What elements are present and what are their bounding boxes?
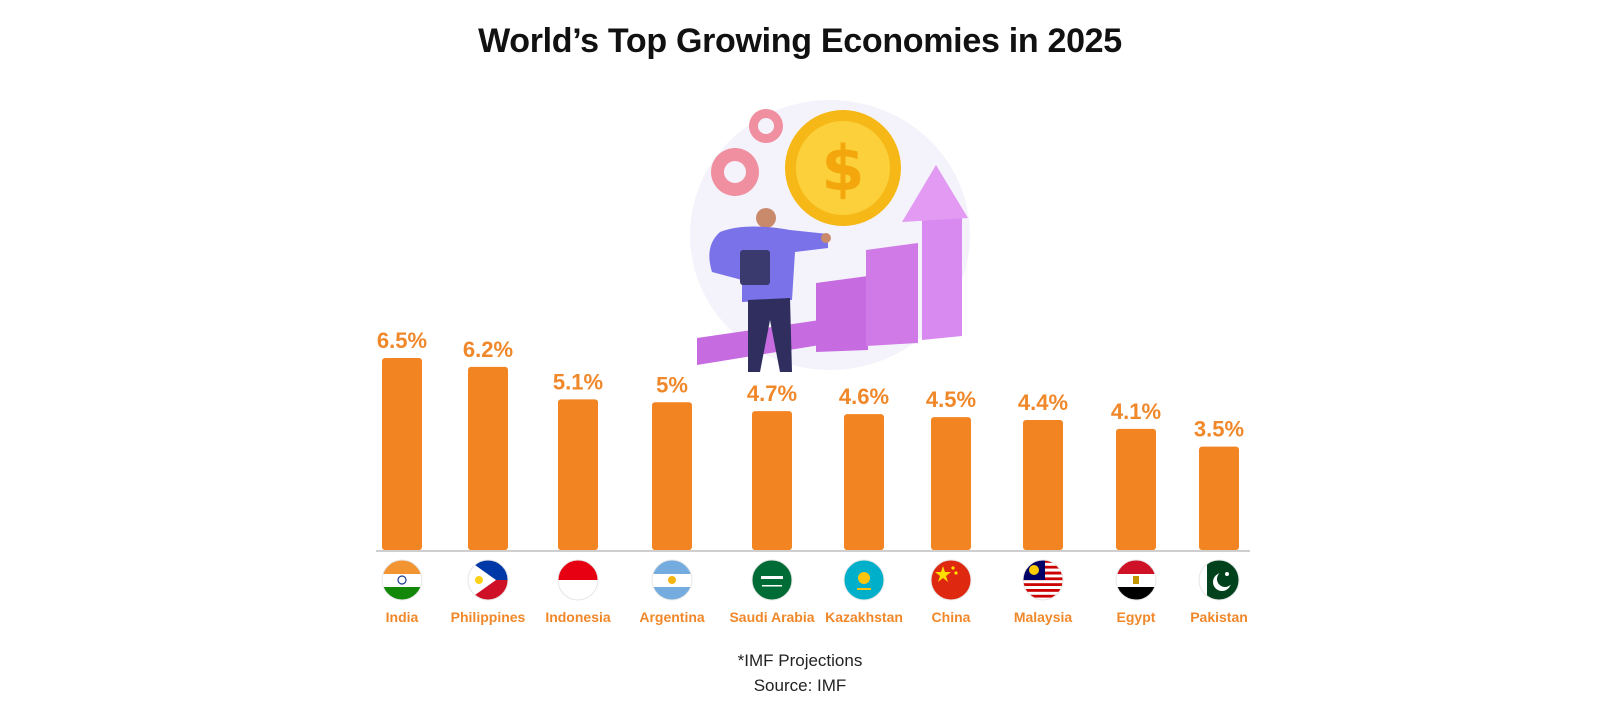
value-label-kazakhstan: 4.6% bbox=[839, 384, 889, 409]
bar-kazakhstan bbox=[844, 414, 884, 550]
bar-pakistan bbox=[1199, 446, 1239, 550]
value-label-malaysia: 4.4% bbox=[1018, 390, 1068, 415]
egypt-flag-icon bbox=[1115, 559, 1157, 601]
value-label-egypt: 4.1% bbox=[1111, 399, 1161, 424]
value-label-saudi-arabia: 4.7% bbox=[747, 381, 797, 406]
category-label-egypt: Egypt bbox=[1117, 609, 1156, 625]
dollar-coin-icon: $ bbox=[785, 110, 901, 226]
category-label-malaysia: Malaysia bbox=[1014, 609, 1073, 625]
kazakhstan-flag-icon bbox=[843, 559, 885, 601]
footnote-block: *IMF Projections Source: IMF bbox=[0, 648, 1600, 698]
category-label-china: China bbox=[932, 609, 971, 625]
category-labels-layer: India Philippines Indonesia Argentina Saudi … bbox=[386, 609, 1248, 625]
value-labels-layer: 6.5% 6.2% 5.1% 5% 4.7% 4.6% 4.5% 4.4% 4.1% 3.5% bbox=[377, 328, 1244, 442]
category-label-argentina: Argentina bbox=[639, 609, 705, 625]
flags-layer bbox=[381, 559, 1240, 601]
category-label-pakistan: Pakistan bbox=[1190, 609, 1248, 625]
indonesia-flag-icon bbox=[557, 559, 599, 601]
value-label-indonesia: 5.1% bbox=[553, 369, 603, 394]
person-figure bbox=[709, 208, 831, 372]
argentina-flag-icon bbox=[651, 559, 693, 601]
bar-india bbox=[382, 358, 422, 550]
bar-argentina bbox=[652, 402, 692, 550]
svg-text:$: $ bbox=[821, 132, 864, 205]
saudi-arabia-flag-icon bbox=[751, 559, 793, 601]
growth-illustration: $ bbox=[690, 100, 970, 372]
category-label-indonesia: Indonesia bbox=[545, 609, 611, 625]
bar-china bbox=[931, 417, 971, 550]
value-label-india: 6.5% bbox=[377, 328, 427, 353]
illustration-bar bbox=[816, 276, 868, 352]
gear-icon bbox=[711, 148, 759, 196]
bar-indonesia bbox=[558, 399, 598, 550]
value-label-china: 4.5% bbox=[926, 387, 976, 412]
category-label-saudi-arabia: Saudi Arabia bbox=[729, 609, 814, 625]
value-label-argentina: 5% bbox=[656, 372, 688, 397]
category-label-kazakhstan: Kazakhstan bbox=[825, 609, 903, 625]
value-label-philippines: 6.2% bbox=[463, 337, 513, 362]
footnote-text: *IMF Projections bbox=[737, 651, 863, 670]
malaysia-flag-icon bbox=[1022, 559, 1064, 601]
bar-malaysia bbox=[1023, 420, 1063, 550]
bar-saudi-arabia bbox=[752, 411, 792, 550]
bar-egypt bbox=[1116, 428, 1156, 550]
bar-philippines bbox=[468, 366, 508, 550]
bars-layer bbox=[382, 358, 1239, 550]
illustration-bar bbox=[866, 243, 918, 346]
illustration-bar bbox=[922, 214, 962, 340]
category-label-philippines: Philippines bbox=[451, 609, 526, 625]
india-flag-icon bbox=[381, 559, 423, 601]
value-label-pakistan: 3.5% bbox=[1194, 417, 1244, 442]
china-flag-icon bbox=[930, 559, 972, 601]
pakistan-flag-icon bbox=[1198, 559, 1240, 601]
chart-title: World’s Top Growing Economies in 2025 bbox=[478, 22, 1122, 60]
category-label-india: India bbox=[386, 609, 419, 625]
philippines-flag-icon bbox=[467, 559, 509, 601]
source-text: Source: IMF bbox=[753, 676, 847, 695]
gear-icon bbox=[749, 109, 783, 143]
arrow-up-icon bbox=[902, 165, 968, 222]
